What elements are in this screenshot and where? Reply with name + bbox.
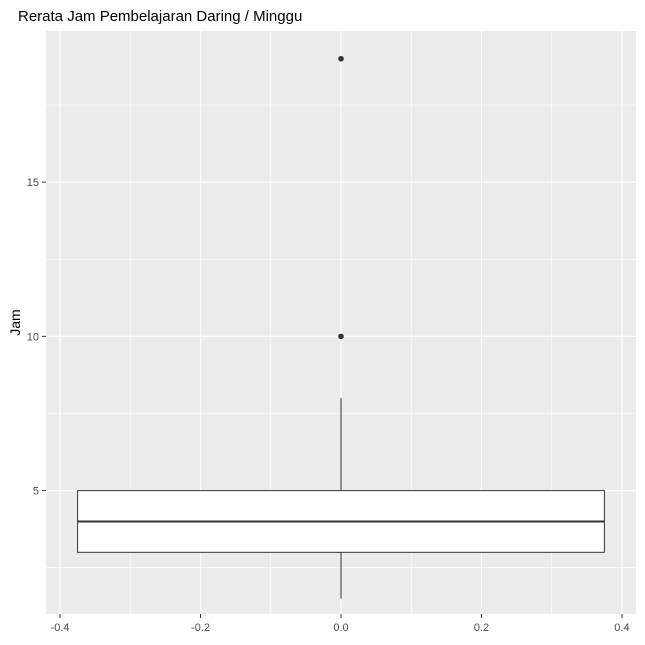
chart-title: Rerata Jam Pembelajaran Daring / Minggu — [18, 8, 302, 25]
x-tick-label: -0.2 — [191, 622, 210, 634]
axis-ticks: -0.4 -0.2 0.0 0.2 0.4 5 10 15 — [27, 177, 630, 634]
outlier-point — [338, 333, 344, 340]
x-tick-label: 0.0 — [333, 622, 348, 634]
boxplot-marks — [77, 55, 605, 599]
outlier-point — [338, 55, 344, 62]
y-tick-label: 5 — [33, 486, 39, 498]
y-tick-label: 10 — [27, 331, 39, 343]
y-axis-title: Jam — [7, 309, 23, 335]
y-tick-label: 15 — [27, 177, 39, 189]
x-tick-label: -0.4 — [51, 622, 70, 634]
x-tick-label: 0.4 — [614, 622, 629, 634]
x-tick-label: 0.2 — [474, 622, 489, 634]
